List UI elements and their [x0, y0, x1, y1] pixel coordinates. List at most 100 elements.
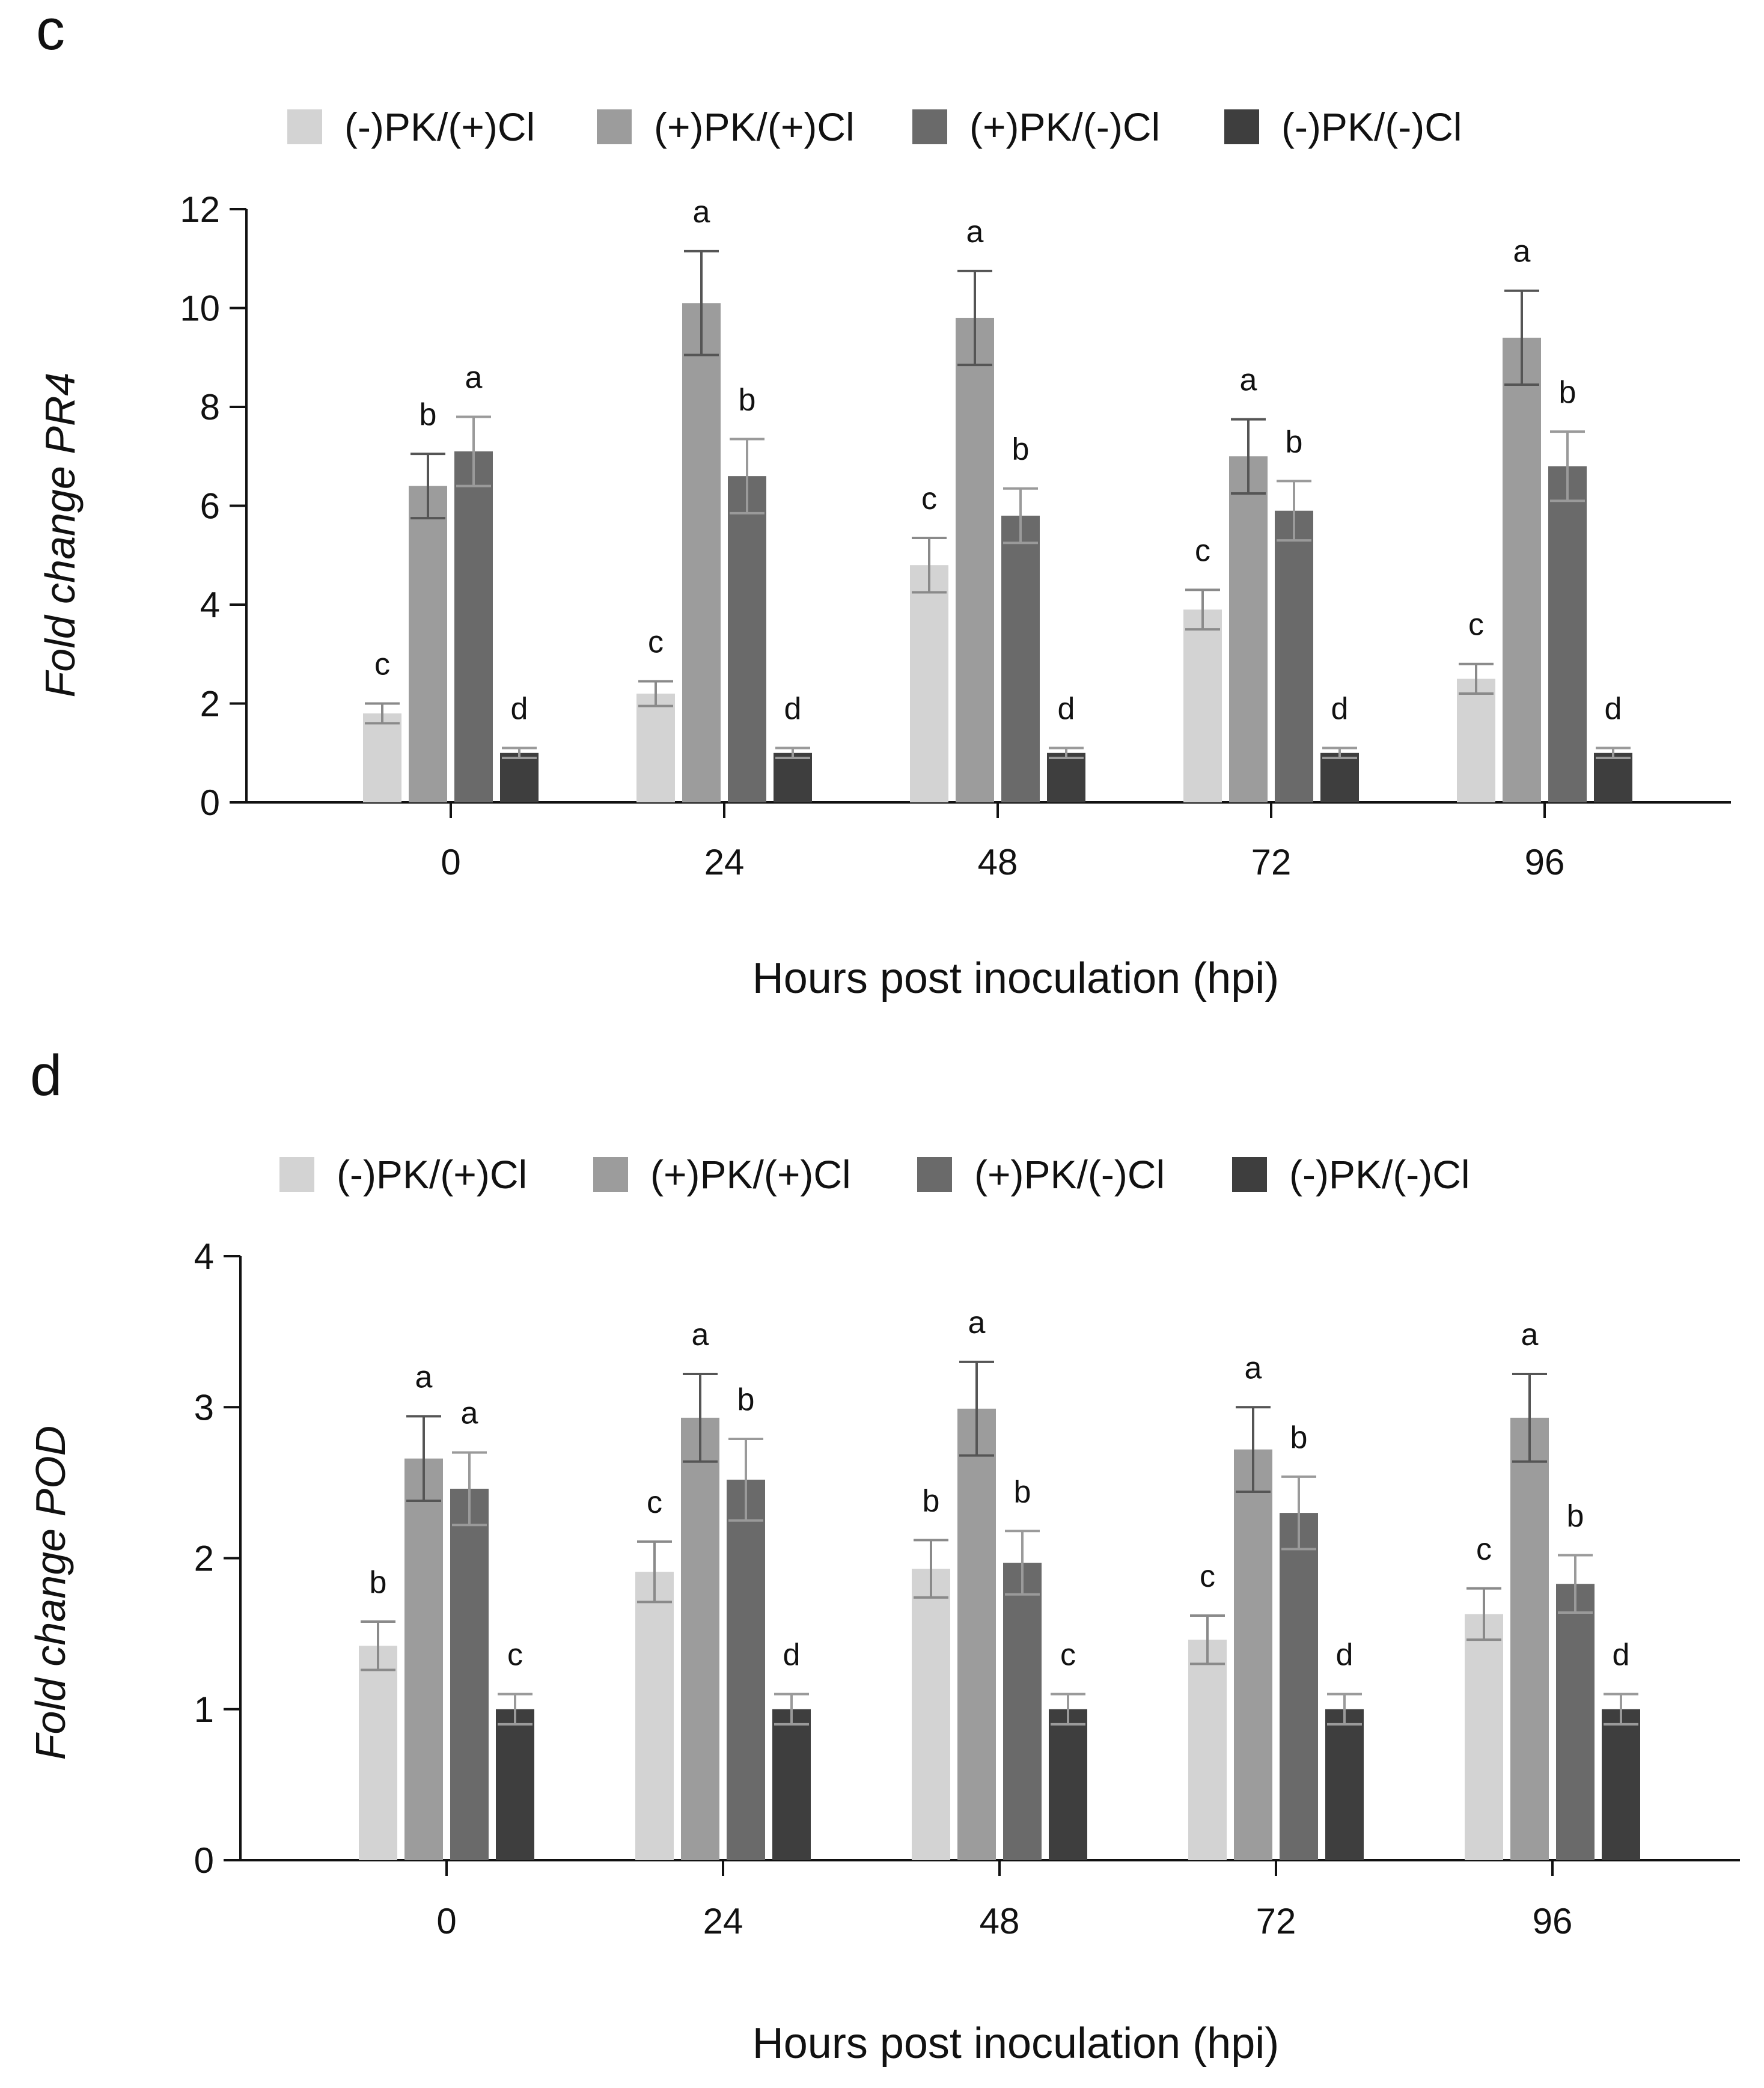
x-tick-label-d: 24	[703, 1901, 743, 1941]
legend-swatch-d-1	[279, 1157, 314, 1192]
bar-d-s3-0	[450, 1488, 489, 1860]
panel-label-d: d	[30, 1043, 62, 1108]
legend-swatch-d-4	[1232, 1157, 1267, 1192]
y-axis-title-c: Fold change PR4	[37, 373, 84, 698]
bar-c-s3-24	[728, 476, 766, 802]
significance-letter-c-s2-96: a	[1513, 234, 1531, 269]
x-tick-label-c: 0	[441, 842, 460, 882]
legend-d: (-)PK/(+)Cl (+)PK/(+)Cl (+)PK/(-)Cl (-)PK/(…	[279, 1152, 1470, 1197]
bar-d-s4-48	[1049, 1709, 1087, 1860]
x-axis-title-d: Hours post inoculation (hpi)	[752, 2019, 1279, 2068]
significance-letter-d-s2-48: a	[968, 1305, 986, 1340]
y-tick-label-d: 2	[194, 1539, 214, 1579]
legend-label-c-2: (+)PK/(+)Cl	[654, 105, 855, 149]
bar-c-s1-48	[910, 565, 948, 802]
bar-c-s3-96	[1548, 466, 1587, 802]
bar-c-s2-48	[956, 317, 994, 802]
bar-c-s2-96	[1503, 337, 1541, 802]
bar-d-s4-96	[1602, 1709, 1640, 1860]
x-tick-label-d: 96	[1533, 1901, 1573, 1941]
x-tick-label-c: 24	[704, 842, 745, 882]
x-tick-label-c: 96	[1525, 842, 1565, 882]
significance-letter-d-s3-96: b	[1567, 1498, 1584, 1533]
bar-c-s1-0	[363, 713, 401, 802]
y-tick-label-c: 10	[180, 288, 220, 329]
significance-letter-c-s2-24: a	[693, 195, 710, 230]
legend-label-c-4: (-)PK/(-)Cl	[1281, 105, 1462, 149]
bar-d-s1-0	[359, 1646, 397, 1860]
bar-d-s2-48	[957, 1408, 996, 1860]
significance-letter-d-s1-48: b	[923, 1483, 940, 1518]
significance-letter-d-s4-24: d	[783, 1638, 801, 1673]
significance-letter-c-s4-48: d	[1058, 692, 1075, 727]
significance-letter-c-s4-0: d	[511, 692, 528, 727]
y-tick-label-c: 12	[180, 189, 220, 230]
bar-c-s4-96	[1594, 752, 1632, 802]
legend-swatch-d-3	[917, 1157, 952, 1192]
bar-d-s1-96	[1465, 1614, 1503, 1860]
bar-d-s2-96	[1510, 1417, 1549, 1860]
legend-swatch-c-2	[597, 109, 632, 144]
panel-label-c: c	[36, 0, 65, 62]
significance-letter-c-s4-72: d	[1331, 692, 1349, 727]
significance-letter-d-s4-72: d	[1336, 1638, 1354, 1673]
x-tick-label-c: 48	[978, 842, 1018, 882]
significance-letter-c-s3-24: b	[739, 382, 756, 417]
x-tick-label-d: 72	[1256, 1901, 1296, 1941]
bar-d-s2-24	[681, 1417, 719, 1860]
significance-letter-c-s3-72: b	[1286, 424, 1303, 459]
significance-letter-c-s3-0: a	[465, 360, 483, 395]
bar-d-s1-72	[1188, 1640, 1227, 1860]
y-tick-label-c: 2	[200, 684, 220, 724]
bar-c-s2-24	[682, 303, 721, 802]
chart-panel-d: d (-)PK/(+)Cl (+)PK/(+)Cl (+)PK/(-)Cl (-)PK…	[27, 1043, 1740, 2068]
y-tick-label-d: 1	[194, 1690, 214, 1730]
significance-letter-c-s1-72: c	[1195, 533, 1210, 568]
bar-d-s4-72	[1325, 1709, 1364, 1860]
y-tick-label-c: 4	[200, 585, 220, 625]
x-axis-title-c: Hours post inoculation (hpi)	[752, 954, 1279, 1003]
y-axis-title-d: Fold change POD	[27, 1426, 74, 1760]
bar-c-s1-72	[1183, 609, 1222, 802]
legend-label-c-1: (-)PK/(+)Cl	[344, 105, 535, 149]
bar-d-s3-72	[1280, 1513, 1318, 1860]
bar-c-s4-0	[500, 752, 539, 802]
y-tick-label-c: 8	[200, 387, 220, 427]
bar-c-s1-96	[1457, 679, 1495, 802]
bar-d-s2-72	[1234, 1449, 1272, 1860]
significance-letter-d-s3-48: b	[1014, 1474, 1031, 1509]
significance-letter-d-s2-24: a	[692, 1317, 709, 1352]
bar-c-s4-48	[1047, 752, 1085, 802]
significance-letter-c-s1-48: c	[921, 481, 937, 516]
legend-label-d-4: (-)PK/(-)Cl	[1289, 1152, 1470, 1197]
significance-letter-d-s3-24: b	[737, 1382, 755, 1417]
bar-d-s3-96	[1556, 1584, 1595, 1860]
significance-letter-c-s2-0: b	[420, 397, 437, 432]
significance-letter-c-s3-96: b	[1559, 375, 1576, 410]
bar-c-s4-72	[1320, 752, 1359, 802]
legend-c: (-)PK/(+)Cl (+)PK/(+)Cl (+)PK/(-)Cl (-)PK/(…	[287, 105, 1462, 149]
bar-d-s4-0	[496, 1709, 534, 1860]
significance-letter-c-s1-24: c	[648, 624, 664, 659]
significance-letter-d-s1-96: c	[1476, 1532, 1492, 1567]
significance-letter-d-s1-72: c	[1200, 1559, 1215, 1594]
bar-d-s4-24	[772, 1709, 811, 1860]
chart-panel-c: c (-)PK/(+)Cl (+)PK/(+)Cl (+)PK/(-)Cl (-)PK…	[36, 0, 1731, 1003]
y-tick-label-d: 0	[194, 1840, 214, 1881]
bar-d-s3-24	[727, 1479, 765, 1860]
y-tick-label-c: 0	[200, 783, 220, 823]
bar-c-s3-72	[1275, 510, 1313, 802]
significance-letter-d-s4-0: c	[507, 1638, 523, 1673]
legend-swatch-c-1	[287, 109, 322, 144]
significance-letter-d-s2-72: a	[1245, 1351, 1262, 1385]
legend-label-d-2: (+)PK/(+)Cl	[650, 1152, 851, 1197]
significance-letter-c-s4-96: d	[1605, 692, 1622, 727]
bar-c-s1-24	[636, 694, 675, 802]
legend-label-c-3: (+)PK/(-)Cl	[969, 105, 1160, 149]
significance-letter-c-s1-0: c	[374, 647, 390, 682]
legend-swatch-d-2	[593, 1157, 628, 1192]
x-tick-label-c: 72	[1251, 842, 1292, 882]
